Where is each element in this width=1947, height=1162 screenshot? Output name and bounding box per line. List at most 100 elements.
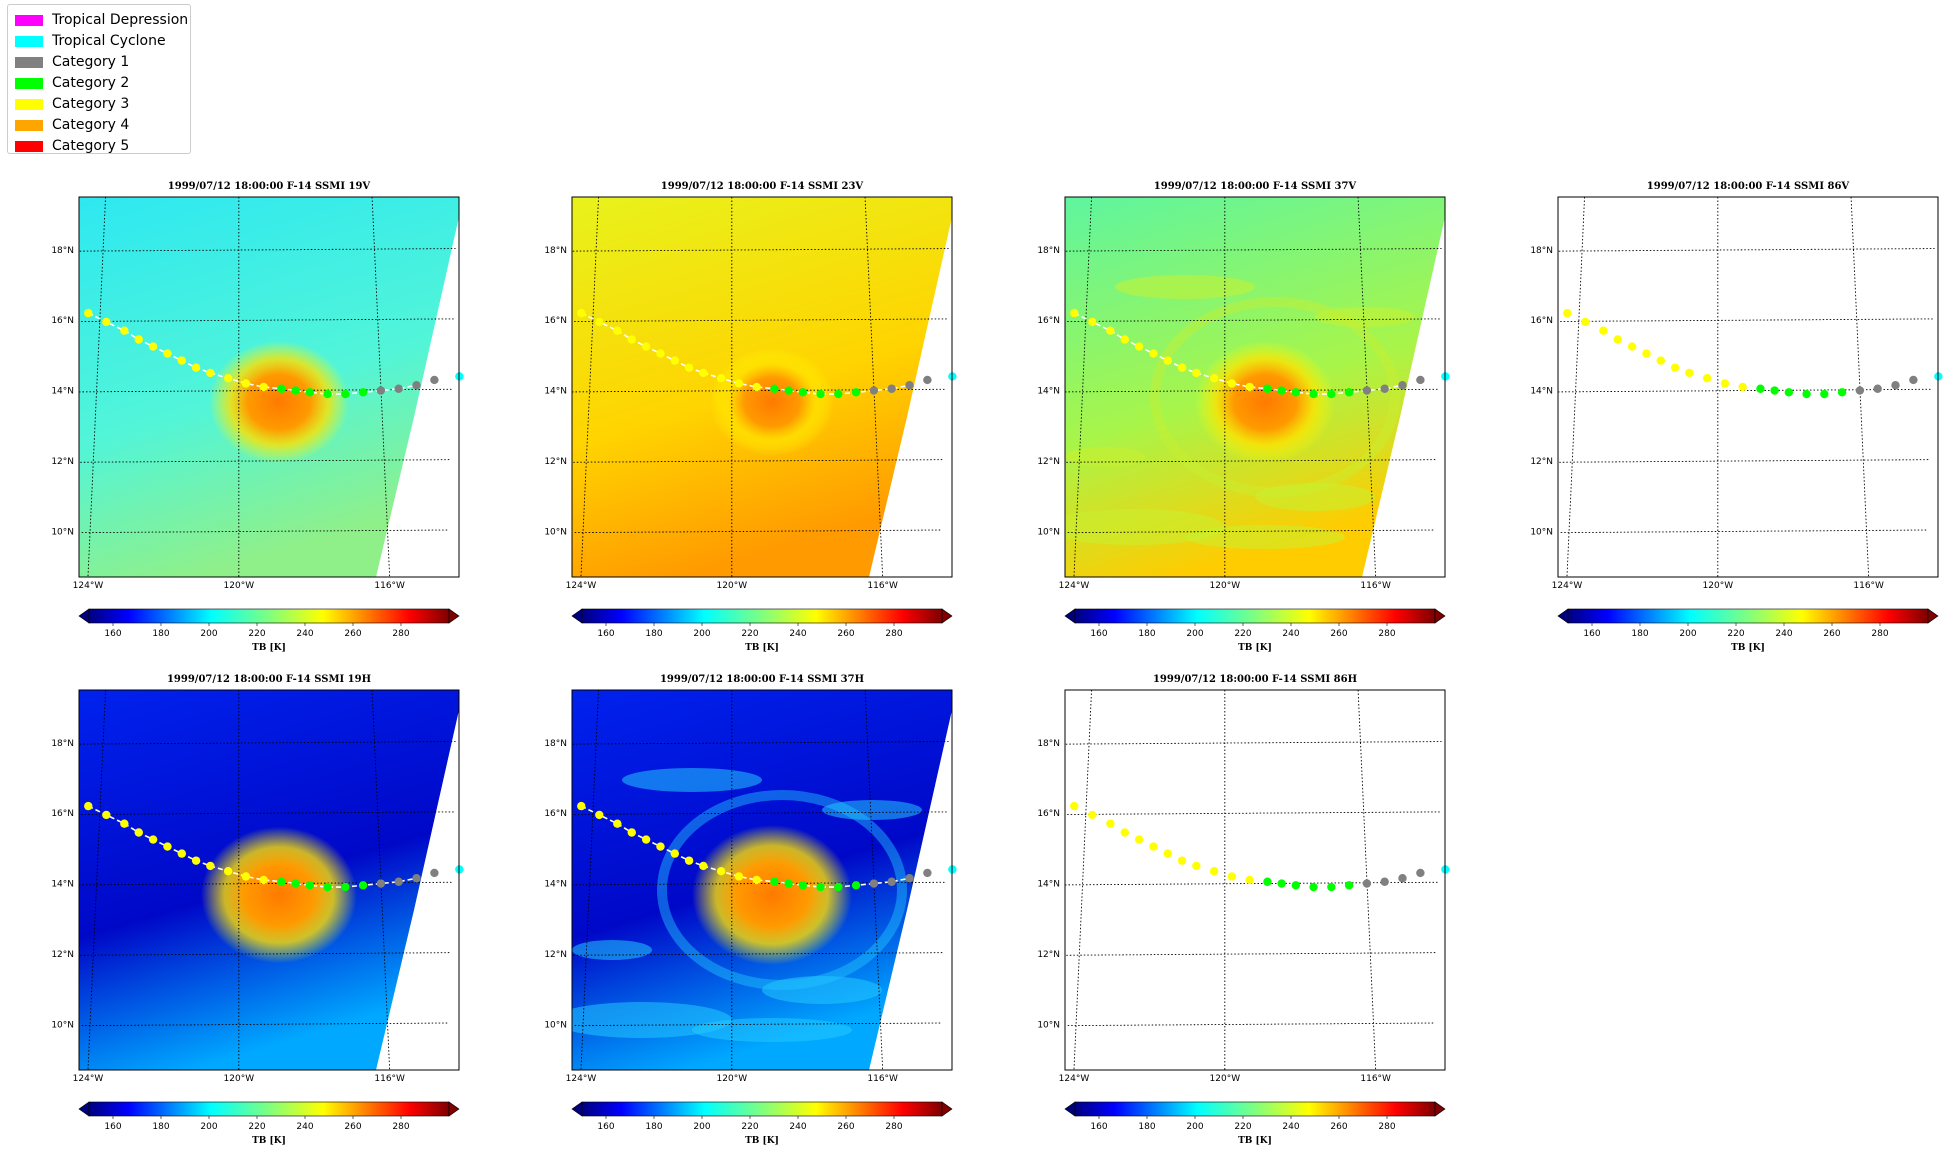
- lat-tick-label: 10°N: [1530, 527, 1553, 537]
- storm-core: [209, 340, 349, 464]
- track-point: [1581, 317, 1590, 327]
- track-point: [291, 386, 300, 395]
- track-point: [1770, 386, 1779, 395]
- parallel-line: [1066, 459, 1437, 463]
- map-panel: 1999/07/12 18:00:00 F-14 SSMI 37H 10°N 12°…: [544, 674, 957, 1146]
- colorbar-tick-label: 200: [1186, 1122, 1203, 1132]
- track-point: [1134, 835, 1144, 844]
- track-point: [816, 389, 825, 399]
- track-point: [177, 356, 186, 365]
- map-panel: 1999/07/12 18:00:00 F-14 SSMI 23V 10°N 12°…: [544, 181, 957, 653]
- parallel-line: [572, 741, 949, 745]
- track-point: [1873, 384, 1882, 393]
- map-frame: [78, 689, 460, 1071]
- legend-label: Category 5: [52, 138, 130, 154]
- lon-tick-label: 120°W: [717, 1074, 748, 1084]
- lon-tick-label: 116°W: [1360, 1074, 1391, 1084]
- colorbar: 160 180 200 220 240 260 280 TB [K]: [571, 608, 953, 653]
- track-point: [1416, 868, 1425, 878]
- rain-band: [1185, 525, 1345, 549]
- track-point: [656, 842, 665, 851]
- map-frame: [1064, 689, 1446, 1071]
- track-point: [163, 349, 172, 358]
- lat-tick-label: 12°N: [544, 950, 567, 960]
- track-point: [1309, 882, 1318, 892]
- colorbar-label: TB [K]: [1238, 643, 1272, 653]
- track-point: [734, 872, 744, 881]
- track-point: [613, 326, 622, 335]
- track-point: [641, 342, 651, 351]
- track-point: [670, 849, 679, 858]
- map-frame: [1557, 196, 1939, 578]
- colorbar-bar: [88, 608, 450, 624]
- colorbar-tick-label: 280: [392, 1122, 409, 1132]
- rain-band: [692, 1018, 852, 1042]
- track-point: [358, 388, 368, 397]
- parallel-line: [1558, 248, 1935, 252]
- colorbar-tick-label: 180: [152, 1122, 169, 1132]
- lat-tick-label: 16°N: [51, 316, 74, 326]
- colorbar-tick-label: 260: [837, 1122, 854, 1132]
- colorbar: 160 180 200 220 240 260 280 TB [K]: [1064, 1101, 1446, 1146]
- track-point: [869, 879, 879, 888]
- colorbar-tick-label: 200: [1679, 629, 1696, 639]
- map-panel: 1999/07/12 18:00:00 F-14 SSMI 86V 10°N 12°…: [1530, 181, 1943, 653]
- panel-title: 1999/07/12 18:00:00 F-14 SSMI 37H: [660, 674, 864, 685]
- colorbar-extend-low: [571, 608, 583, 624]
- track-point: [834, 389, 843, 399]
- colorbar-tick-label: 220: [1727, 629, 1744, 639]
- track-point: [1209, 867, 1219, 876]
- track-point: [1642, 349, 1651, 358]
- track-point: [1380, 384, 1389, 393]
- lon-tick-label: 124°W: [73, 581, 104, 591]
- lon-tick-label: 120°W: [1210, 1074, 1241, 1084]
- lat-tick-label: 18°N: [51, 739, 74, 749]
- lat-tick-label: 10°N: [1037, 1020, 1060, 1030]
- colorbar-tick-label: 180: [1138, 629, 1155, 639]
- colorbar-tick-label: 200: [693, 629, 710, 639]
- meridian-line: [1566, 197, 1586, 577]
- track-point: [163, 842, 172, 851]
- legend-swatch: [15, 77, 43, 89]
- map-panel: 1999/07/12 18:00:00 F-14 SSMI 86H 10°N 12°…: [1037, 674, 1450, 1146]
- parallel-line: [573, 459, 944, 463]
- panel-title: 1999/07/12 18:00:00 F-14 SSMI 19H: [167, 674, 371, 685]
- colorbar-bar: [581, 1101, 943, 1117]
- track-point: [1149, 349, 1158, 358]
- rain-band: [1150, 297, 1400, 497]
- lat-tick-label: 14°N: [51, 880, 74, 890]
- colorbar-tick-label: 280: [1378, 1122, 1395, 1132]
- legend-item: Category 2: [15, 74, 129, 92]
- storm-core: [710, 347, 834, 457]
- track-point: [595, 317, 604, 327]
- map-frame: [571, 196, 953, 578]
- track-point: [1398, 874, 1407, 883]
- track-point: [1263, 384, 1272, 393]
- lon-tick-label: 124°W: [566, 1074, 597, 1084]
- legend-swatch: [15, 35, 43, 47]
- colorbar-tick-label: 160: [104, 629, 121, 639]
- track-point: [1227, 872, 1237, 881]
- colorbar-tick-label: 220: [741, 1122, 758, 1132]
- track-point: [1756, 384, 1765, 393]
- track-point: [1277, 879, 1286, 888]
- track-point: [241, 872, 251, 881]
- colorbar-tick-label: 260: [344, 629, 361, 639]
- panel-title: 1999/07/12 18:00:00 F-14 SSMI 19V: [168, 181, 371, 192]
- track-point: [1599, 326, 1608, 335]
- parallel-line: [1065, 248, 1442, 252]
- colorbar-extend-high: [1434, 608, 1446, 624]
- track-point: [1245, 382, 1254, 392]
- parallel-line: [79, 248, 456, 252]
- track-point: [1380, 877, 1389, 886]
- lat-tick-label: 18°N: [544, 246, 567, 256]
- colorbar-bar: [1074, 1101, 1436, 1117]
- lat-tick-label: 18°N: [1530, 246, 1553, 256]
- storm-core: [201, 826, 357, 964]
- colorbar-tick-label: 200: [693, 1122, 710, 1132]
- track-point: [277, 384, 286, 393]
- track-point: [341, 882, 350, 892]
- track-point: [1088, 317, 1097, 327]
- colorbar-extend-low: [571, 1101, 583, 1117]
